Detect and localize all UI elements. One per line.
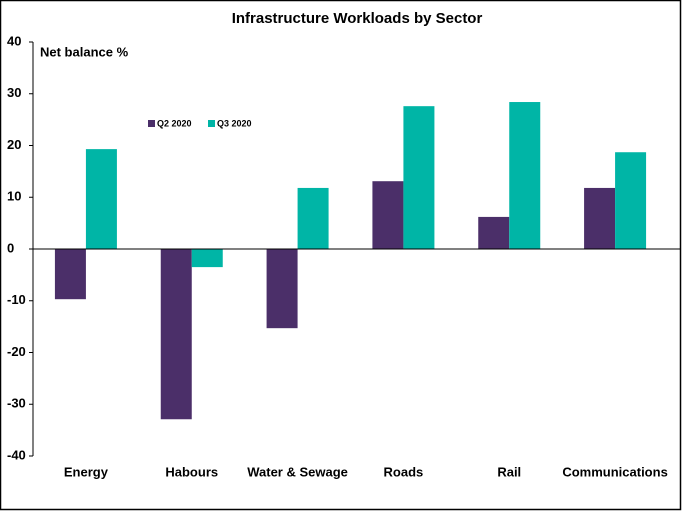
bar xyxy=(191,249,223,268)
y-tick-label: -10 xyxy=(7,292,26,307)
bar xyxy=(85,149,117,249)
bar xyxy=(584,187,616,249)
y-tick-label: 40 xyxy=(7,33,21,48)
x-tick-label: Roads xyxy=(384,464,424,479)
legend-swatch xyxy=(208,120,215,127)
bar xyxy=(160,249,192,420)
x-tick-label: Communications xyxy=(562,464,667,479)
bar xyxy=(372,181,404,249)
x-tick-label: Habours xyxy=(165,464,218,479)
y-tick-label: 30 xyxy=(7,85,21,100)
y-axis-label: Net balance % xyxy=(40,44,129,59)
legend-label: Q2 2020 xyxy=(157,118,192,128)
bar xyxy=(297,187,329,249)
y-tick-label: 10 xyxy=(7,189,21,204)
legend-label: Q3 2020 xyxy=(217,118,252,128)
bar xyxy=(266,249,298,329)
legend-swatch xyxy=(148,120,155,127)
bar xyxy=(54,249,86,300)
bar xyxy=(403,106,435,249)
y-tick-label: -30 xyxy=(7,396,26,411)
y-tick-label: 0 xyxy=(7,240,14,255)
y-tick-label: 20 xyxy=(7,137,21,152)
x-tick-label: Energy xyxy=(64,464,109,479)
bar xyxy=(509,102,541,249)
x-tick-label: Rail xyxy=(497,464,521,479)
x-tick-label: Water & Sewage xyxy=(247,464,348,479)
bar xyxy=(478,216,510,249)
chart-title: Infrastructure Workloads by Sector xyxy=(232,10,483,27)
bar xyxy=(615,152,647,249)
y-tick-label: -20 xyxy=(7,344,26,359)
y-tick-label: -40 xyxy=(7,447,26,462)
